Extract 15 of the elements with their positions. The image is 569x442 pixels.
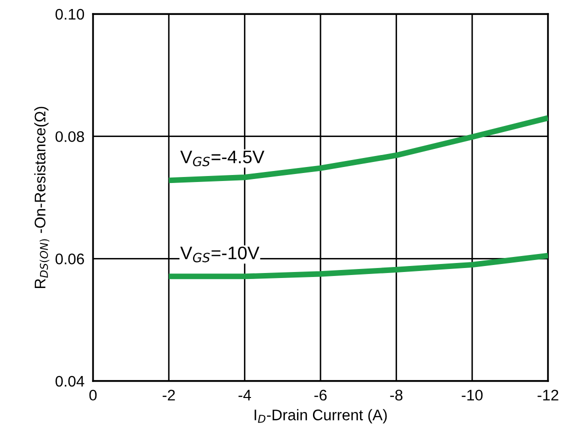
series-label: V$_{GS}$=-4.5V <box>180 150 264 166</box>
x-tick-label: -4 <box>238 390 252 400</box>
series-label: V$_{GS}$=-10V <box>180 246 260 262</box>
x-tick-label: -8 <box>390 390 402 401</box>
y-axis-title: R$_{DS(ON)}$ -On-Resistance(Ω) <box>34 106 50 288</box>
y-tick-label: 0.08 <box>56 131 84 142</box>
x-tick-label: -2 <box>162 390 175 400</box>
x-tick-label: 0 <box>89 390 97 401</box>
y-tick-label: 0.06 <box>56 254 84 264</box>
x-tick-label: -10 <box>462 390 483 401</box>
y-tick-label: 0.04 <box>56 376 84 387</box>
x-tick-label: -12 <box>538 390 558 400</box>
y-tick-label: 0.10 <box>56 8 84 20</box>
x-tick-label: -6 <box>314 390 327 401</box>
x-axis-title: I$_{D}$-Drain Current (A) <box>254 409 387 424</box>
